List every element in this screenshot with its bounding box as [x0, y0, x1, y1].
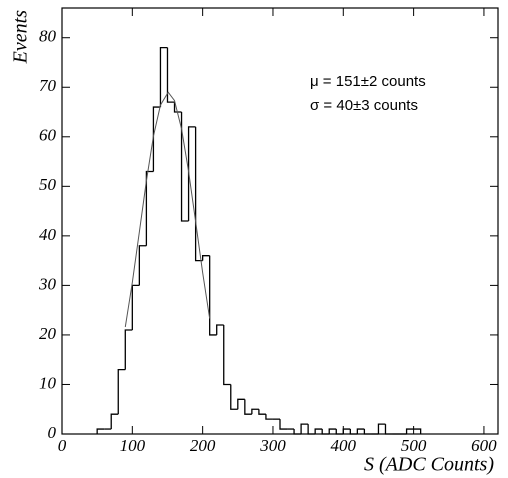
histogram-bar — [138, 245, 147, 286]
x-tick-label: 0 — [58, 436, 67, 455]
histogram-bar — [194, 126, 203, 262]
histogram-bar — [152, 106, 161, 172]
plot-frame — [61, 7, 499, 435]
x-tick-label: 500 — [401, 436, 427, 455]
y-tick-label: 10 — [39, 373, 57, 392]
histogram-bar — [300, 423, 309, 434]
histogram-bar — [384, 424, 393, 435]
histogram-bar — [180, 112, 189, 222]
histogram-bar — [335, 429, 344, 435]
histogram-bar — [96, 428, 105, 434]
y-tick-label: 60 — [39, 126, 57, 145]
histogram-bar — [187, 126, 196, 221]
annotation: σ = 40±3 counts — [310, 97, 418, 114]
histogram-bar — [131, 284, 140, 330]
histogram-bar — [209, 255, 217, 336]
histogram-bar — [110, 413, 119, 430]
histogram-bar — [342, 428, 351, 434]
x-axis-label: S (ADC Counts) — [364, 454, 494, 476]
y-tick-label: 20 — [39, 324, 57, 343]
x-tick-label: 100 — [120, 436, 146, 455]
histogram-bar — [377, 423, 386, 434]
histogram-bar — [117, 368, 126, 415]
histogram-bar — [159, 46, 168, 108]
histogram-bar — [173, 102, 182, 113]
x-tick-label: 400 — [331, 436, 357, 455]
histogram-bar — [265, 414, 273, 420]
y-tick-label: 50 — [39, 175, 57, 194]
fit-curve — [124, 91, 211, 328]
histogram-bar — [124, 329, 133, 370]
histogram-bar — [349, 429, 358, 435]
histogram-bar — [321, 429, 330, 435]
y-tick-label: 70 — [39, 76, 57, 95]
y-tick-label: 80 — [39, 27, 57, 46]
histogram-bar — [413, 428, 422, 434]
histogram-bar — [356, 428, 365, 434]
histogram-bar — [314, 428, 323, 434]
histogram-bar — [258, 409, 266, 415]
y-axis-label: Events — [10, 10, 32, 65]
x-tick-label: 200 — [190, 436, 216, 455]
histogram-bar — [223, 325, 231, 386]
histogram-bar — [279, 419, 288, 430]
histogram-bar — [251, 408, 259, 415]
histogram-bar — [293, 429, 302, 435]
histogram-bar — [201, 255, 210, 261]
histogram-bar — [237, 398, 245, 410]
histogram-bar — [145, 170, 154, 246]
x-tick-label: 300 — [259, 436, 286, 455]
histogram-bar — [363, 429, 372, 435]
histogram-bar — [244, 399, 252, 415]
histogram-bar — [307, 424, 316, 435]
annotation: μ = 151±2 counts — [310, 73, 426, 90]
histogram-bar — [405, 428, 414, 434]
histogram-bar — [230, 384, 238, 410]
histogram-bar — [328, 428, 337, 434]
histogram-bar — [216, 324, 224, 335]
histogram-bar — [166, 47, 175, 103]
y-tick-label: 30 — [38, 274, 57, 293]
y-tick-label: 40 — [39, 225, 57, 244]
y-tick-label: 0 — [48, 423, 57, 442]
x-tick-label: 600 — [471, 436, 497, 455]
